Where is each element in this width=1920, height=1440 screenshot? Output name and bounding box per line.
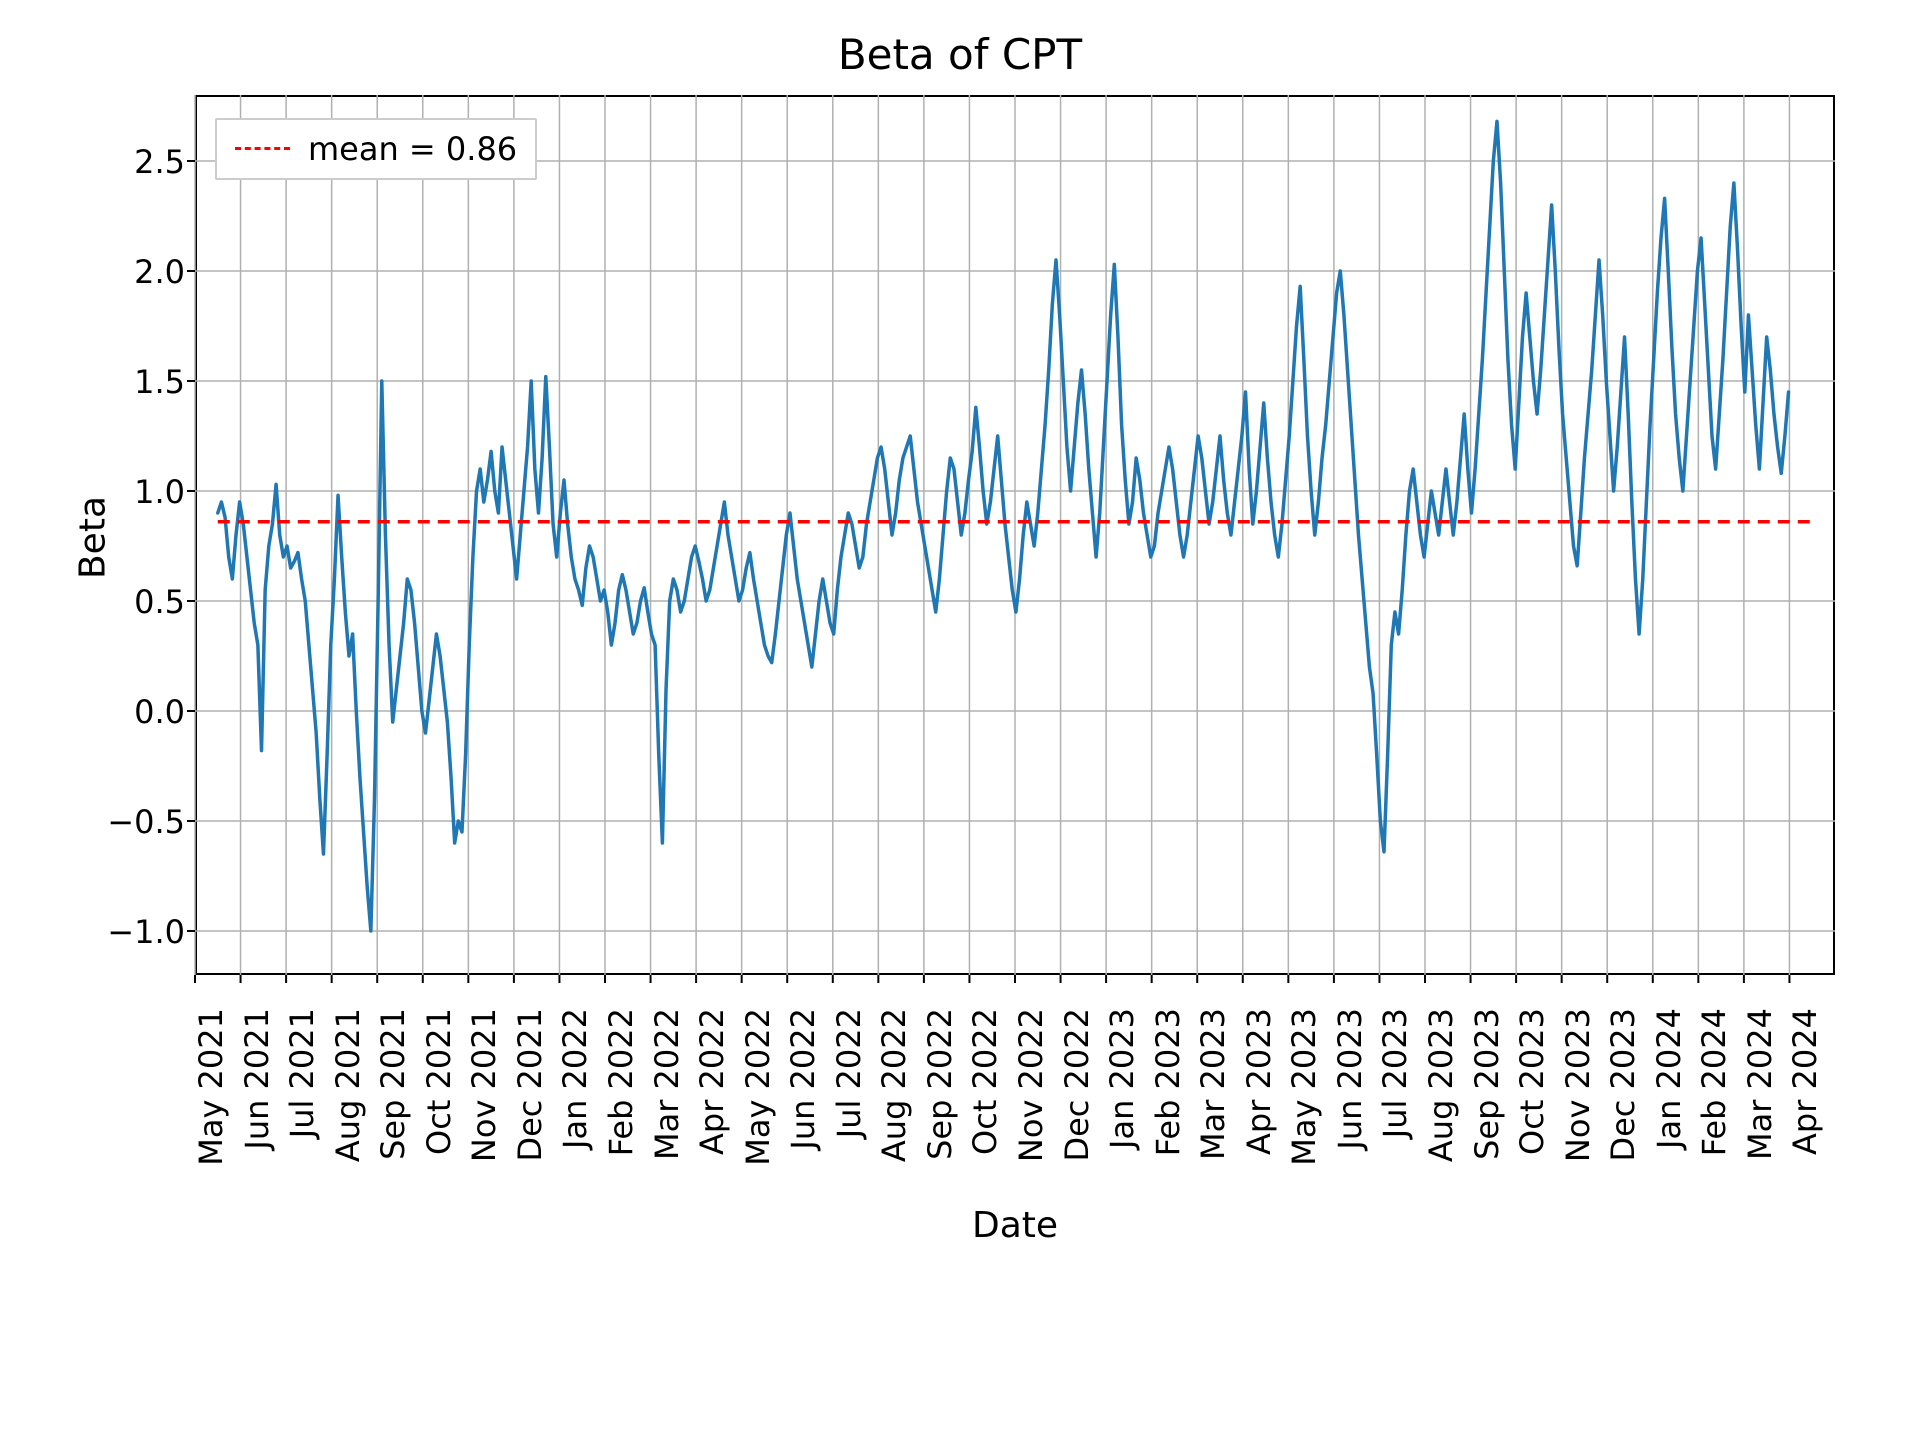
x-tick-label: Aug 2023 (1422, 1008, 1460, 1208)
ticks-group (187, 161, 1789, 983)
x-tick-label: Oct 2023 (1513, 1008, 1551, 1208)
x-tick-label: Jan 2023 (1103, 1008, 1141, 1208)
x-tick-label: Apr 2023 (1240, 1008, 1278, 1208)
x-tick-label: Apr 2022 (693, 1008, 731, 1208)
x-tick-label: Feb 2022 (602, 1008, 640, 1208)
x-tick-label: Jul 2022 (830, 1008, 868, 1208)
x-tick-label: Sep 2021 (374, 1008, 412, 1208)
x-tick-label: Jun 2023 (1331, 1008, 1369, 1208)
x-tick-label: Nov 2021 (465, 1008, 503, 1208)
x-tick-label: Feb 2024 (1695, 1008, 1733, 1208)
y-tick-label: 0.0 (95, 693, 185, 731)
x-tick-label: May 2022 (739, 1008, 777, 1208)
chart-title: Beta of CPT (0, 30, 1920, 79)
y-tick-label: −1.0 (95, 913, 185, 951)
x-tick-label: Jun 2022 (784, 1008, 822, 1208)
x-tick-label: Oct 2021 (420, 1008, 458, 1208)
legend-line-sample (235, 147, 290, 150)
x-tick-label: Jul 2023 (1376, 1008, 1414, 1208)
x-tick-label: Jan 2024 (1650, 1008, 1688, 1208)
legend: mean = 0.86 (215, 118, 537, 180)
x-tick-label: Sep 2023 (1468, 1008, 1506, 1208)
x-tick-label: Dec 2023 (1604, 1008, 1642, 1208)
x-tick-label: Jan 2022 (556, 1008, 594, 1208)
x-tick-label: Aug 2021 (329, 1008, 367, 1208)
figure: Beta of CPT −1.0−0.50.00.51.01.52.02.5 M… (0, 0, 1920, 1440)
y-tick-label: 2.0 (95, 253, 185, 291)
x-tick-label: Apr 2024 (1786, 1008, 1824, 1208)
x-tick-label: Mar 2023 (1194, 1008, 1232, 1208)
x-tick-label: Oct 2022 (966, 1008, 1004, 1208)
x-tick-label: Jun 2021 (238, 1008, 276, 1208)
x-tick-label: Nov 2023 (1559, 1008, 1597, 1208)
x-tick-label: Sep 2022 (921, 1008, 959, 1208)
x-axis-label: Date (195, 1205, 1835, 1246)
y-tick-label: 2.5 (95, 143, 185, 181)
beta-series-line (218, 121, 1789, 931)
y-tick-label: 1.5 (95, 363, 185, 401)
plot-svg (195, 95, 1835, 975)
x-tick-label: Mar 2022 (648, 1008, 686, 1208)
x-tick-label: Dec 2022 (1058, 1008, 1096, 1208)
x-tick-label: Nov 2022 (1012, 1008, 1050, 1208)
y-axis-label: Beta (73, 438, 114, 638)
grid-group (195, 95, 1835, 975)
x-tick-label: Jul 2021 (283, 1008, 321, 1208)
x-tick-label: Mar 2024 (1741, 1008, 1779, 1208)
x-tick-label: Feb 2023 (1149, 1008, 1187, 1208)
y-tick-label: −0.5 (95, 803, 185, 841)
x-tick-label: May 2021 (192, 1008, 230, 1208)
x-tick-label: Aug 2022 (875, 1008, 913, 1208)
x-tick-label: Dec 2021 (511, 1008, 549, 1208)
x-tick-label: May 2023 (1285, 1008, 1323, 1208)
legend-label: mean = 0.86 (308, 130, 517, 168)
